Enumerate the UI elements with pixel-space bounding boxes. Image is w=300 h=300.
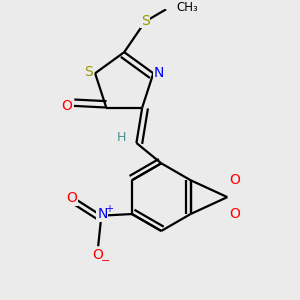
Text: CH₃: CH₃ — [177, 1, 199, 14]
Text: O: O — [229, 173, 240, 188]
Text: O: O — [93, 248, 104, 262]
Text: O: O — [61, 99, 72, 113]
Text: S: S — [141, 14, 149, 28]
Text: −: − — [100, 256, 110, 266]
Text: N: N — [154, 66, 164, 80]
Text: N: N — [97, 207, 107, 221]
Text: +: + — [105, 204, 113, 214]
Text: O: O — [66, 191, 77, 205]
Text: H: H — [116, 131, 126, 144]
Text: S: S — [84, 65, 92, 79]
Text: O: O — [229, 207, 240, 221]
